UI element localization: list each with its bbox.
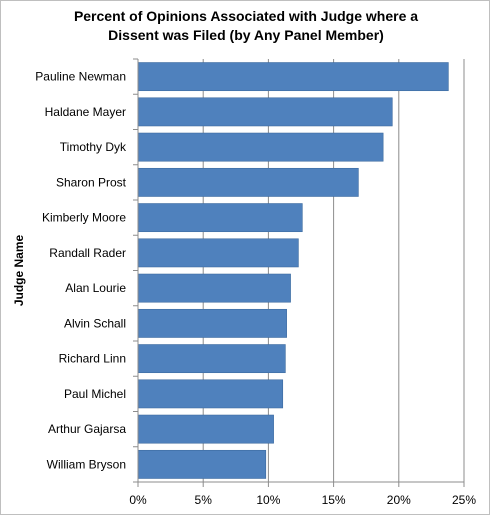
chart-title: Percent of Opinions Associated with Judg…: [73, 8, 419, 43]
bar: [137, 62, 449, 92]
bar: [137, 132, 384, 162]
category-label: Arthur Gajarsa: [48, 422, 126, 436]
category-label: Richard Linn: [59, 352, 126, 366]
category-label: William Bryson: [47, 457, 126, 471]
bar: [137, 379, 284, 409]
category-label: Paul Michel: [64, 387, 126, 401]
category-label: Alvin Schall: [64, 316, 126, 330]
bar: [137, 273, 291, 303]
category-label: Randall Rader: [49, 246, 126, 260]
category-label: Sharon Prost: [56, 175, 127, 189]
category-label: Kimberly Moore: [42, 211, 126, 225]
x-tick-label: 20%: [387, 493, 411, 507]
bar: [137, 414, 274, 444]
bar: [137, 97, 393, 127]
bar: [137, 238, 299, 268]
x-tick-label: 0%: [129, 493, 147, 507]
x-tick-label: 10%: [256, 493, 280, 507]
category-label: Pauline Newman: [35, 70, 126, 84]
bar: [137, 167, 359, 197]
category-label: Haldane Mayer: [45, 105, 126, 119]
x-tick-label: 15%: [322, 493, 346, 507]
bar: [137, 308, 287, 338]
bar: [137, 449, 267, 479]
category-label: Timothy Dyk: [60, 140, 127, 154]
x-tick-label: 5%: [195, 493, 213, 507]
x-tick-label: 25%: [452, 493, 476, 507]
bar: [137, 344, 286, 374]
bar: [137, 203, 303, 233]
category-label: Alan Lourie: [65, 281, 126, 295]
y-axis-title: Judge Name: [12, 234, 26, 306]
